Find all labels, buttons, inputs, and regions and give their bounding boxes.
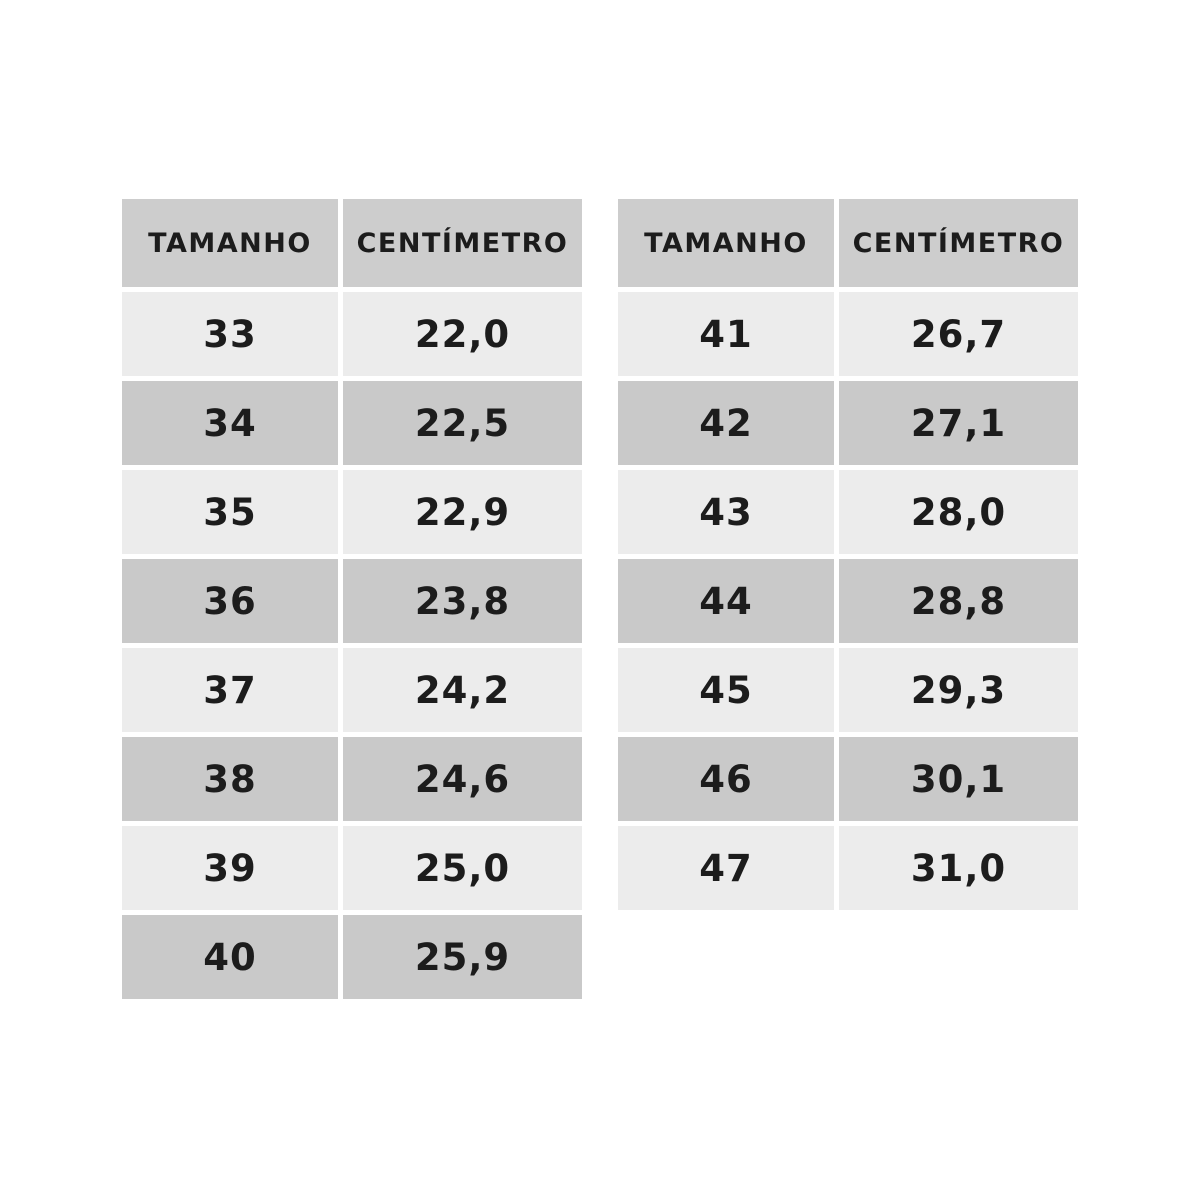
column-header-centimetro: CENTÍMETRO [343, 199, 582, 287]
cm-value-cell: 22,0 [343, 292, 582, 376]
size-value-cell: 34 [122, 381, 338, 465]
cm-value-cell: 24,6 [343, 737, 582, 821]
cm-value-cell: 24,2 [343, 648, 582, 732]
column-header-centimetro: CENTÍMETRO [839, 199, 1078, 287]
cm-value-cell: 28,0 [839, 470, 1078, 554]
size-value-cell: 41 [618, 292, 834, 376]
cm-value-cell: 25,0 [343, 826, 582, 910]
size-table-left: TAMANHO CENTÍMETRO 33 22,0 34 22,5 35 22,9 36 23,… [122, 199, 582, 999]
size-table-right: TAMANHO CENTÍMETRO 41 26,7 42 27,1 43 28,0 44 28,… [618, 199, 1078, 910]
size-value-cell: 37 [122, 648, 338, 732]
cm-value-cell: 27,1 [839, 381, 1078, 465]
cm-value-cell: 23,8 [343, 559, 582, 643]
cm-value-cell: 25,9 [343, 915, 582, 999]
size-value-cell: 38 [122, 737, 338, 821]
size-value-cell: 44 [618, 559, 834, 643]
cm-value-cell: 22,5 [343, 381, 582, 465]
cm-value-cell: 26,7 [839, 292, 1078, 376]
size-value-cell: 35 [122, 470, 338, 554]
cm-value-cell: 29,3 [839, 648, 1078, 732]
cm-value-cell: 22,9 [343, 470, 582, 554]
size-value-cell: 46 [618, 737, 834, 821]
size-value-cell: 43 [618, 470, 834, 554]
size-value-cell: 33 [122, 292, 338, 376]
column-header-tamanho: TAMANHO [122, 199, 338, 287]
cm-value-cell: 31,0 [839, 826, 1078, 910]
size-value-cell: 39 [122, 826, 338, 910]
size-value-cell: 47 [618, 826, 834, 910]
size-value-cell: 45 [618, 648, 834, 732]
cm-value-cell: 28,8 [839, 559, 1078, 643]
cm-value-cell: 30,1 [839, 737, 1078, 821]
column-header-tamanho: TAMANHO [618, 199, 834, 287]
size-value-cell: 42 [618, 381, 834, 465]
size-value-cell: 36 [122, 559, 338, 643]
size-value-cell: 40 [122, 915, 338, 999]
